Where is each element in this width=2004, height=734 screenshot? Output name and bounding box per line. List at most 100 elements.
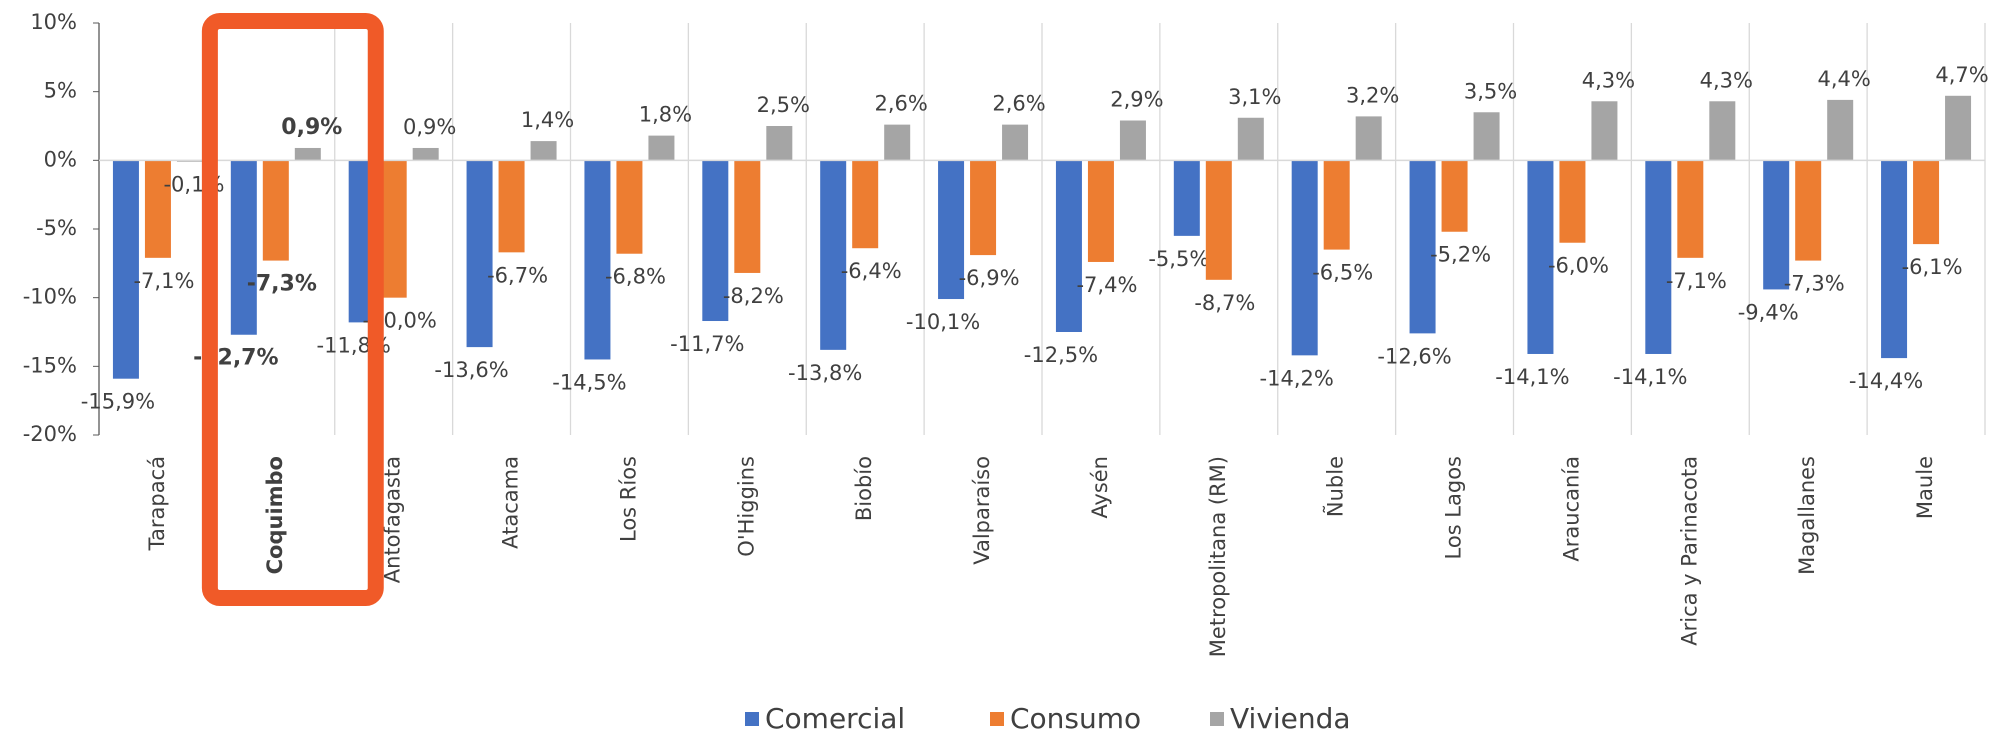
legend-swatch: [745, 712, 759, 726]
bar: [1205, 160, 1232, 280]
x-tick-label: Los Ríos: [616, 456, 640, 542]
bar: [1323, 160, 1350, 250]
x-tick-label: O'Higgins: [734, 456, 758, 557]
data-label: 4,7%: [1935, 63, 1988, 87]
data-label: 3,2%: [1346, 83, 1399, 107]
data-label: -12,6%: [1377, 344, 1451, 368]
legend-swatch: [990, 712, 1004, 726]
data-label: -5,5%: [1148, 247, 1209, 271]
x-tick-label: Los Lagos: [1442, 456, 1466, 559]
y-tick-label: 5%: [44, 79, 77, 103]
bar: [584, 160, 611, 360]
bar: [820, 160, 847, 350]
legend-label: Consumo: [1010, 702, 1141, 734]
data-label: 0,9%: [403, 115, 456, 139]
bar: [1827, 99, 1854, 161]
bar: [412, 147, 439, 161]
y-tick-label: -10%: [23, 285, 77, 309]
bar: [1881, 160, 1908, 359]
data-label: 2,6%: [992, 92, 1045, 116]
bar: [1441, 160, 1468, 232]
data-label: -5,2%: [1430, 243, 1491, 267]
data-label: -15,9%: [81, 390, 155, 414]
data-label: -8,2%: [723, 284, 784, 308]
bar: [938, 160, 965, 300]
bar: [1645, 160, 1672, 354]
y-tick-label: 0%: [44, 147, 77, 171]
bar: [1055, 160, 1082, 332]
bar: [262, 160, 289, 261]
bar: [1709, 101, 1736, 161]
data-label: -7,4%: [1076, 273, 1137, 297]
data-label: -7,3%: [1784, 272, 1845, 296]
data-label: -6,0%: [1548, 254, 1609, 278]
data-label: -14,5%: [552, 370, 626, 394]
data-label: -6,8%: [605, 265, 666, 289]
data-label: -6,5%: [1312, 261, 1373, 285]
data-label: -6,4%: [841, 259, 902, 283]
data-label: -14,2%: [1260, 366, 1334, 390]
bar: [852, 160, 879, 249]
bar: [1795, 160, 1822, 261]
data-label: -10,1%: [906, 310, 980, 334]
bar: [1591, 101, 1618, 161]
bar: [1087, 160, 1114, 262]
data-label: -14,1%: [1613, 365, 1687, 389]
data-label: -14,4%: [1849, 369, 1923, 393]
data-label: -7,3%: [247, 272, 317, 297]
x-tick-label: Arica y Parinacota: [1677, 456, 1701, 646]
bar: [294, 147, 321, 161]
bar: [702, 160, 729, 322]
x-tick-label: Maule: [1913, 456, 1937, 519]
x-tick-label: Ñuble: [1322, 456, 1348, 517]
bar: [616, 160, 643, 254]
bar: [1473, 112, 1500, 161]
x-tick-label: Araucanía: [1559, 456, 1583, 562]
bar: [112, 160, 139, 379]
bar: [1409, 160, 1436, 334]
bar: [766, 126, 793, 161]
bar: [1002, 124, 1029, 161]
bar: [1291, 160, 1318, 356]
bar: [1119, 120, 1146, 161]
legend-label: Vivienda: [1230, 702, 1351, 734]
bar: [1173, 160, 1200, 236]
bar: [1355, 116, 1382, 161]
bar: [1945, 95, 1972, 161]
x-tick-label: Magallanes: [1795, 456, 1819, 575]
data-label: -14,1%: [1495, 365, 1569, 389]
x-tick-label: Coquimbo: [263, 456, 287, 574]
data-label: 4,3%: [1582, 68, 1635, 92]
data-label: 3,1%: [1228, 85, 1281, 109]
bar: [466, 160, 493, 348]
x-tick-label: Biobío: [852, 456, 876, 521]
bar: [1237, 117, 1264, 161]
bar: [1559, 160, 1586, 243]
y-tick-label: -20%: [23, 422, 77, 446]
legend-swatch: [1210, 712, 1224, 726]
data-label: 2,5%: [757, 93, 810, 117]
data-label: 3,5%: [1464, 79, 1517, 103]
bar: [1527, 160, 1554, 354]
data-label: -13,6%: [434, 358, 508, 382]
x-tick-label: Antofagasta: [381, 456, 405, 583]
data-label: 4,3%: [1700, 68, 1753, 92]
y-tick-label: 10%: [30, 10, 77, 34]
data-label: -12,5%: [1024, 343, 1098, 367]
bar: [498, 160, 525, 253]
x-tick-label: Tarapacá: [145, 456, 169, 551]
data-label: 2,9%: [1110, 88, 1163, 112]
data-label: 1,8%: [639, 103, 692, 127]
bar: [530, 141, 557, 161]
data-label: 2,6%: [875, 92, 928, 116]
bar: [1763, 160, 1790, 290]
data-label: -6,7%: [487, 263, 548, 287]
bar: [970, 160, 997, 256]
data-label: 0,9%: [281, 115, 342, 140]
legend-label: Comercial: [765, 702, 905, 734]
bar: [1677, 160, 1704, 258]
data-label: -6,1%: [1902, 255, 1963, 279]
x-tick-label: Atacama: [499, 456, 523, 549]
x-tick-label: Metropolitana (RM): [1206, 456, 1230, 657]
